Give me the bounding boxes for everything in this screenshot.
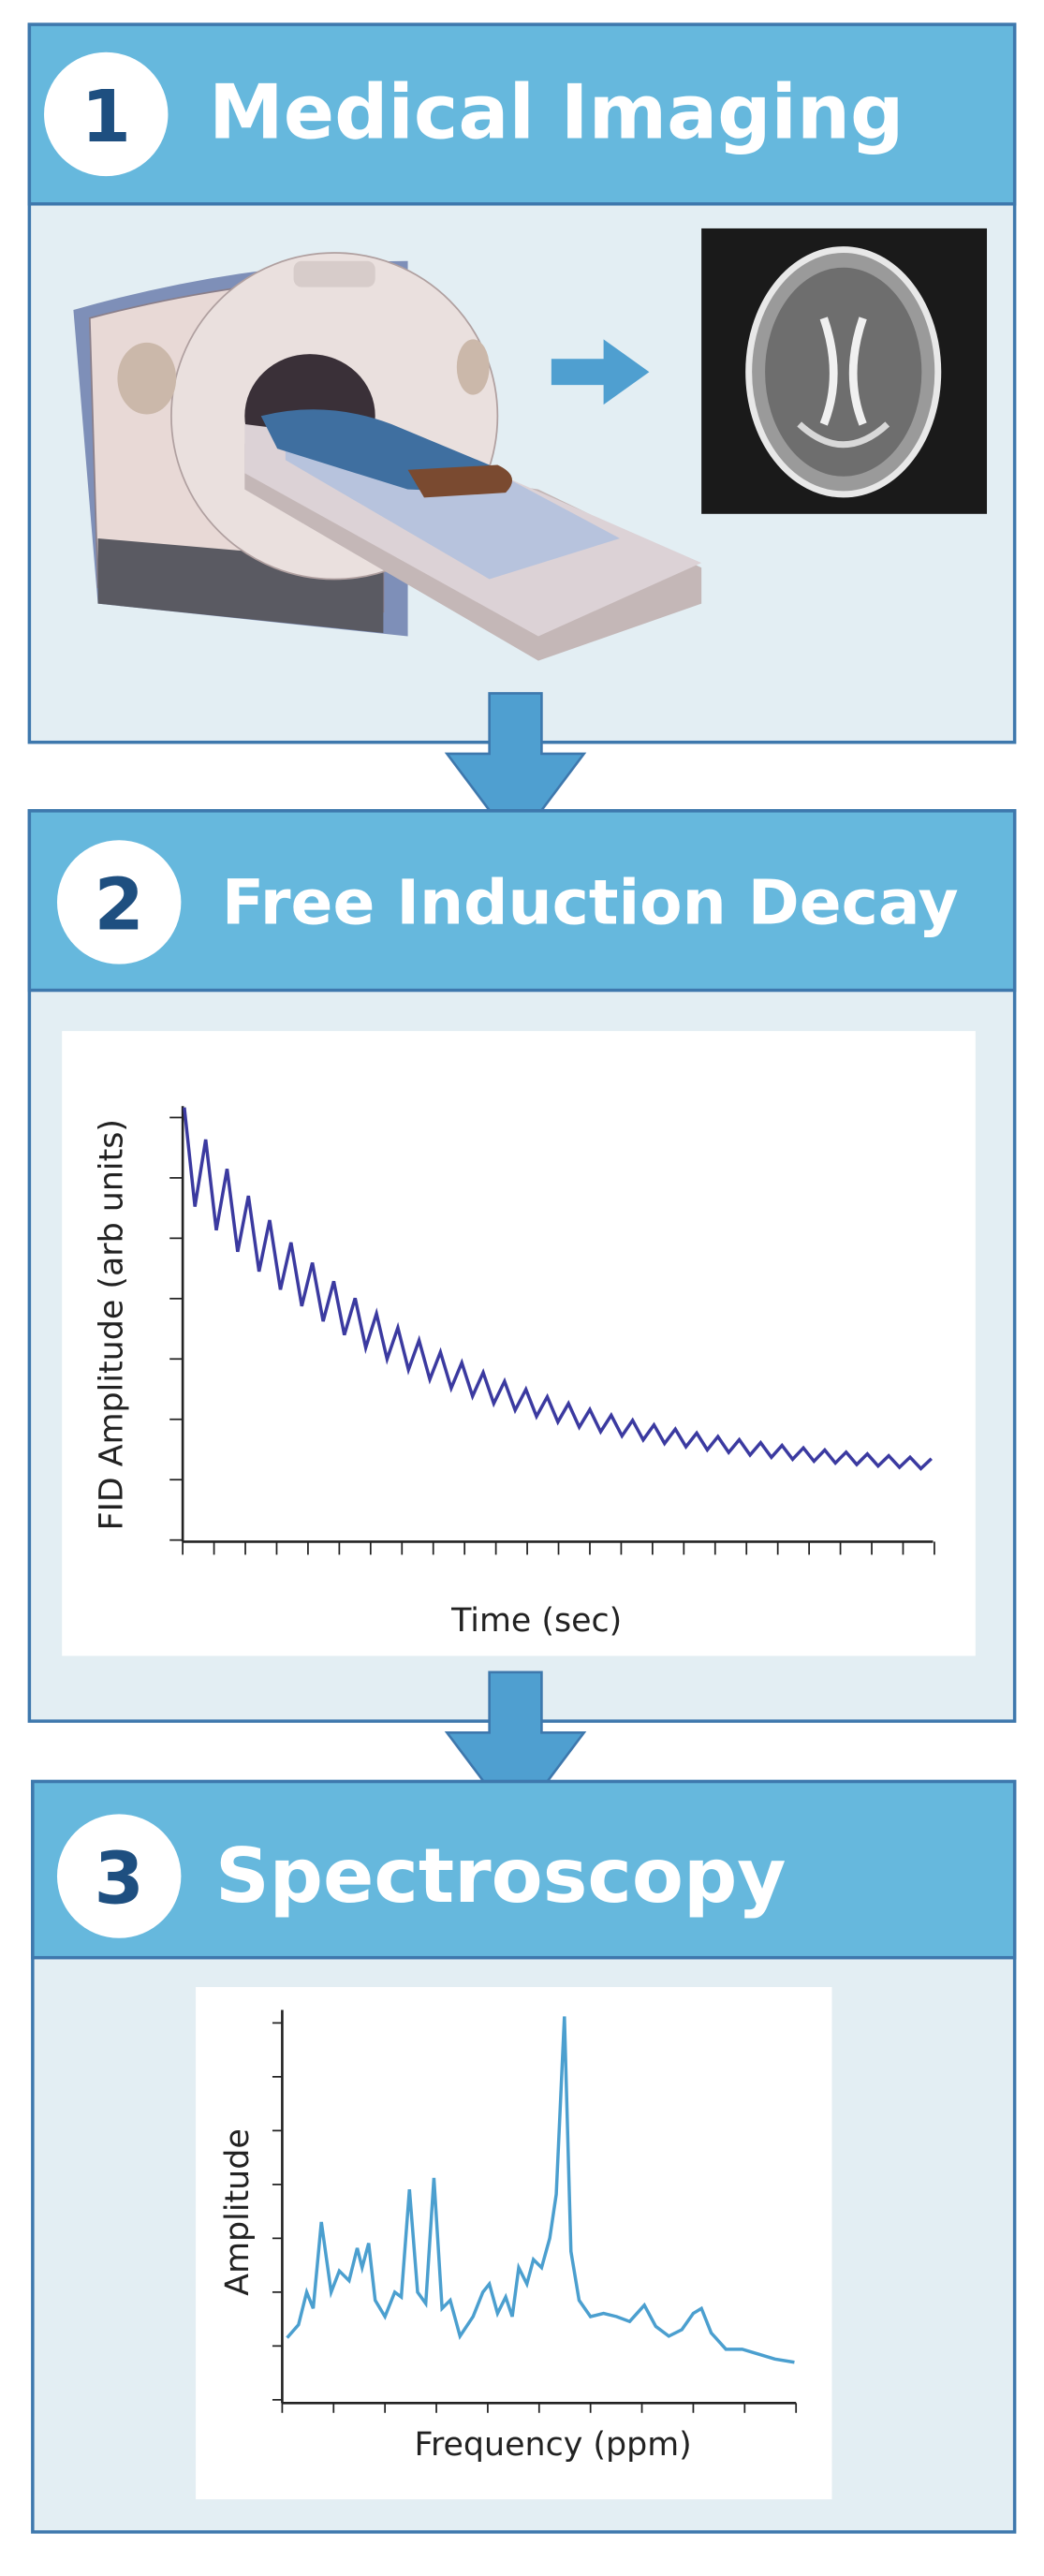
panel-right (456, 339, 490, 395)
panel-number: 1 (81, 76, 131, 159)
panel-header (31, 1779, 1017, 1960)
spectrum-plot (272, 2009, 798, 2413)
arrow-right (551, 339, 650, 405)
panel-left (117, 342, 177, 415)
panel-header (27, 809, 1017, 993)
down-arrow (444, 1671, 587, 1827)
brain-tissue (765, 267, 922, 477)
display (293, 260, 375, 287)
panel-number: 3 (95, 1838, 144, 1921)
panel-header (27, 22, 1017, 206)
mri-scanner (73, 252, 702, 661)
ventricles (819, 316, 867, 426)
y-axis-label: FID Amplitude (arb units) (94, 1119, 131, 1530)
number-badge (56, 1814, 182, 1938)
panel-2: 2 Free Induction Decay Time (sec) FID Am… (27, 809, 1017, 1723)
panel-title: Spectroscopy (215, 1833, 787, 1920)
number-badge (44, 52, 169, 177)
y-axis-label: Amplitude (219, 2128, 257, 2295)
spectrum-line (286, 2016, 795, 2364)
panel-3: 3 Spectroscopy Frequency (ppm) Amplitude (31, 1779, 1017, 2534)
chart-background (62, 1031, 976, 1656)
panel-title: Medical Imaging (209, 68, 904, 155)
patient-legs (407, 464, 513, 498)
panel-number: 2 (95, 863, 144, 947)
panel-1: 1 Medical Imaging (27, 22, 1017, 744)
cerebellum (797, 421, 890, 449)
fid-line (183, 1107, 933, 1471)
down-arrow (444, 692, 587, 847)
chart-background (196, 1987, 832, 2500)
x-axis-label: Time (sec) (450, 1602, 622, 1640)
fid-plot (169, 1106, 935, 1555)
number-badge (56, 840, 182, 964)
panel-title: Free Induction Decay (222, 867, 959, 939)
brain-scan (701, 228, 988, 514)
x-axis-label: Frequency (ppm) (414, 2426, 691, 2464)
